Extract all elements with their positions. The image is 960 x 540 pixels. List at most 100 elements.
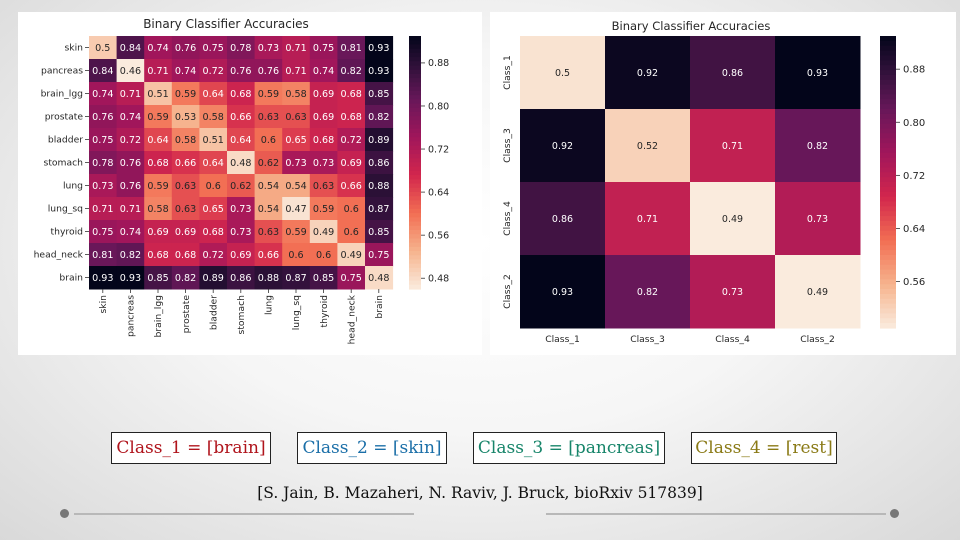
left-heatmap-cell-label: 0.78	[230, 43, 251, 54]
left-heatmap-cell	[171, 128, 200, 152]
left-heatmap-cell-label: 0.64	[203, 158, 224, 169]
left-heatmap-row-label: thyroid	[51, 227, 83, 238]
left-heatmap-colorbar-segment	[409, 132, 421, 138]
left-heatmap-cell	[254, 174, 283, 198]
left-heatmap-cell	[227, 151, 256, 175]
left-heatmap-cell	[309, 36, 338, 60]
left-heatmap-cell-label: 0.74	[175, 66, 196, 77]
left-heatmap-cell-label: 0.6	[288, 250, 303, 261]
left-heatmap-cell	[144, 266, 173, 290]
right-heatmap-colorbar-segment	[880, 162, 896, 168]
left-heatmap-cell	[89, 82, 118, 106]
left-heatmap-colorbar-segment	[409, 40, 421, 46]
right-heatmap-colorbar-segment	[880, 186, 896, 193]
left-heatmap-cell-label: 0.85	[368, 227, 389, 238]
left-heatmap-cell-label: 0.89	[368, 135, 389, 146]
left-heatmap-colorbar-segment	[409, 238, 421, 244]
right-heatmap-colorbar-segment	[880, 250, 896, 256]
right-heatmap-colorbar-segment	[880, 274, 896, 280]
left-heatmap-cell	[337, 36, 366, 60]
left-heatmap-cell	[254, 82, 283, 106]
left-heatmap-cell-label: 0.49	[341, 250, 362, 261]
left-heatmap-cell	[171, 174, 200, 198]
left-heatmap-cell-label: 0.66	[341, 181, 362, 192]
left-heatmap-colorbar-segment	[409, 251, 421, 256]
left-heatmap-cell-label: 0.6	[344, 204, 359, 215]
left-heatmap-cell-label: 0.69	[175, 227, 196, 238]
left-heatmap-cell	[365, 82, 394, 106]
right-heatmap-colorbar-segment	[880, 196, 896, 203]
left-heatmap-col-label: brain	[374, 295, 385, 319]
left-heatmap-cell	[144, 174, 173, 198]
left-heatmap-cell	[365, 59, 394, 83]
left-heatmap-cell-label: 0.66	[230, 112, 251, 123]
left-heatmap-colorbar-segment	[409, 107, 421, 113]
right-heatmap-cell-label: 0.73	[807, 214, 828, 225]
left-heatmap-colorbar-segment	[409, 65, 421, 71]
left-heatmap-cell-label: 0.85	[313, 273, 334, 284]
right-heatmap-colorbar-segment	[880, 284, 896, 290]
left-heatmap-cell-label: 0.75	[203, 43, 224, 54]
legend-class2: Class_2 = [skin]	[297, 432, 447, 464]
left-heatmap-cell-label: 0.87	[368, 204, 389, 215]
right-heatmap-cell-label: 0.71	[722, 141, 743, 152]
left-heatmap-cell	[227, 220, 256, 244]
left-heatmap-row-label: skin	[65, 43, 84, 54]
right-heatmap-col-label: Class_4	[715, 334, 750, 345]
right-heatmap-colorbar-segment	[880, 138, 896, 144]
left-heatmap-cell	[199, 128, 228, 152]
right-heatmap-cell-label: 0.5	[555, 68, 570, 79]
left-heatmap-colorbar-segment	[409, 86, 421, 92]
right-heatmap-colorbar-segment	[880, 225, 896, 232]
left-heatmap-colorbar-segment	[409, 221, 421, 227]
left-heatmap-cell	[144, 59, 173, 83]
left-heatmap-col-label: prostate	[181, 295, 192, 334]
left-heatmap-colorbar-segment	[409, 120, 421, 126]
left-heatmap-cell	[282, 105, 311, 129]
left-heatmap-cell-label: 0.82	[368, 112, 389, 123]
left-heatmap-cell	[89, 243, 118, 267]
left-heatmap-cell	[227, 128, 256, 152]
left-heatmap-cell-label: 0.59	[285, 227, 306, 238]
left-heatmap-cell-label: 0.69	[313, 89, 334, 100]
left-heatmap-cell	[144, 243, 173, 267]
left-heatmap-colorbar-segment	[409, 95, 421, 100]
right-heatmap-cell-label: 0.92	[637, 68, 658, 79]
left-heatmap-colorbar-segment	[409, 82, 421, 88]
left-heatmap-cell	[337, 174, 366, 198]
left-heatmap-panel: Binary Classifier Accuracies 0.5 0.84 0.74 0…	[18, 12, 482, 355]
right-heatmap-colorbar-segment	[880, 128, 896, 134]
left-heatmap-cell	[365, 151, 394, 175]
left-heatmap-cell-label: 0.86	[368, 158, 389, 169]
right-heatmap-colorbar-segment	[880, 216, 896, 222]
right-heatmap-colorbar-segment	[880, 79, 896, 86]
right-heatmap-cell	[775, 255, 861, 329]
left-heatmap-colorbar-segment	[409, 259, 421, 265]
right-heatmap-panel: Binary Classifier Accuracies 0.5 0.92 0.86 0…	[490, 12, 956, 355]
right-heatmap-colorbar-segment	[880, 259, 896, 266]
left-heatmap-cell-label: 0.73	[285, 158, 306, 169]
right-heatmap-colorbar-segment	[880, 60, 896, 66]
left-heatmap-cell	[144, 82, 173, 106]
right-heatmap-colorbar-segment	[880, 172, 896, 178]
left-heatmap-cell-label: 0.75	[368, 250, 389, 261]
right-heatmap-colorbar-segment	[880, 211, 896, 217]
left-heatmap-cell-label: 0.66	[175, 158, 196, 169]
left-heatmap-cell-label: 0.81	[92, 250, 113, 261]
right-heatmap-colorbar-segment	[880, 45, 896, 52]
right-heatmap-colorbar-segment	[880, 191, 896, 198]
left-heatmap-cell	[254, 151, 283, 175]
left-heatmap-cell	[227, 243, 256, 267]
left-heatmap-cell-label: 0.71	[120, 204, 141, 215]
left-heatmap-colorbar-segment	[409, 213, 421, 218]
left-heatmap-cell-label: 0.54	[258, 204, 279, 215]
right-heatmap-colorbar-segment	[880, 36, 896, 42]
left-heatmap-cell	[365, 128, 394, 152]
right-heatmap-row-label: Class_1	[502, 55, 513, 90]
left-heatmap-cell	[254, 266, 283, 290]
right-heatmap-cell	[775, 109, 861, 183]
left-heatmap-colorbar-segment	[409, 246, 421, 252]
left-heatmap-cell	[254, 243, 283, 267]
right-heatmap-colorbar-segment	[880, 118, 896, 125]
left-heatmap-cell	[199, 243, 228, 267]
